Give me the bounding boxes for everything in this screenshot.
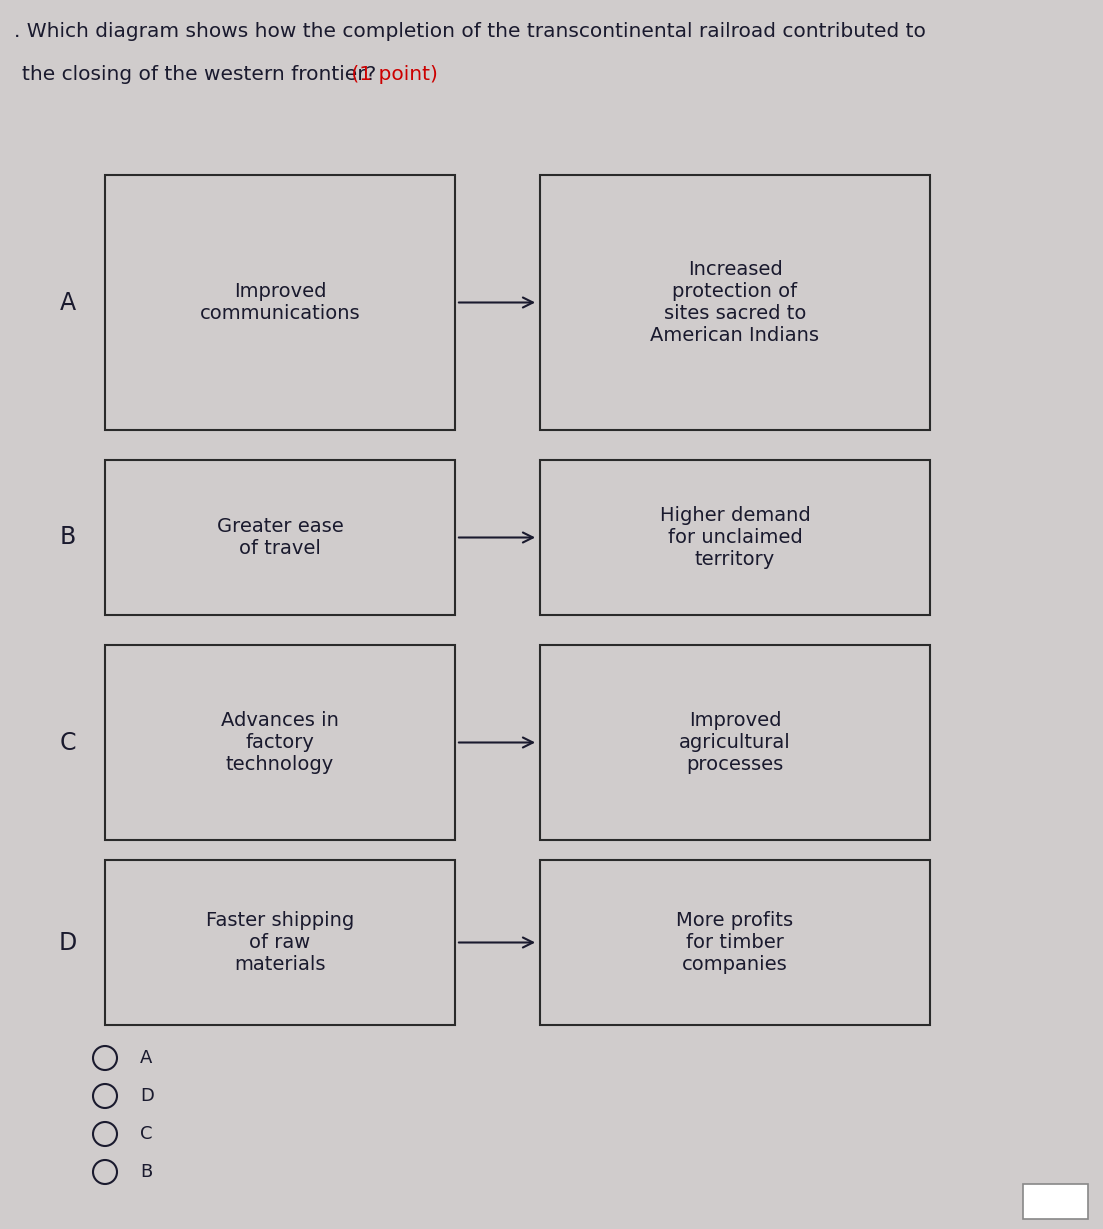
Text: Faster shipping
of raw
materials: Faster shipping of raw materials xyxy=(206,911,354,975)
Text: C: C xyxy=(140,1125,152,1143)
Text: . Which diagram shows how the completion of the transcontinental railroad contri: . Which diagram shows how the completion… xyxy=(14,22,925,41)
Text: Greater ease
of travel: Greater ease of travel xyxy=(216,517,343,558)
Text: More profits
for timber
companies: More profits for timber companies xyxy=(676,911,793,975)
Text: B: B xyxy=(60,526,76,549)
Text: (1 point): (1 point) xyxy=(345,65,438,84)
Text: C: C xyxy=(60,730,76,755)
Text: Improved
agricultural
processes: Improved agricultural processes xyxy=(679,712,791,774)
Text: Improved
communications: Improved communications xyxy=(200,281,361,323)
Text: A: A xyxy=(140,1050,152,1067)
Text: Increased
protection of
sites sacred to
American Indians: Increased protection of sites sacred to … xyxy=(651,261,820,345)
Bar xyxy=(540,460,930,614)
Bar xyxy=(540,175,930,430)
Bar xyxy=(1022,1184,1088,1219)
Bar xyxy=(105,460,456,614)
Text: A: A xyxy=(60,290,76,315)
Bar xyxy=(540,860,930,1025)
Bar xyxy=(540,645,930,839)
Text: D: D xyxy=(140,1086,154,1105)
Text: D: D xyxy=(58,930,77,955)
Text: B: B xyxy=(140,1163,152,1181)
Text: Advances in
factory
technology: Advances in factory technology xyxy=(221,712,339,774)
Bar xyxy=(105,645,456,839)
Bar xyxy=(105,175,456,430)
Bar xyxy=(105,860,456,1025)
Text: Higher demand
for unclaimed
territory: Higher demand for unclaimed territory xyxy=(660,506,811,569)
Text: the closing of the western frontier?: the closing of the western frontier? xyxy=(22,65,376,84)
